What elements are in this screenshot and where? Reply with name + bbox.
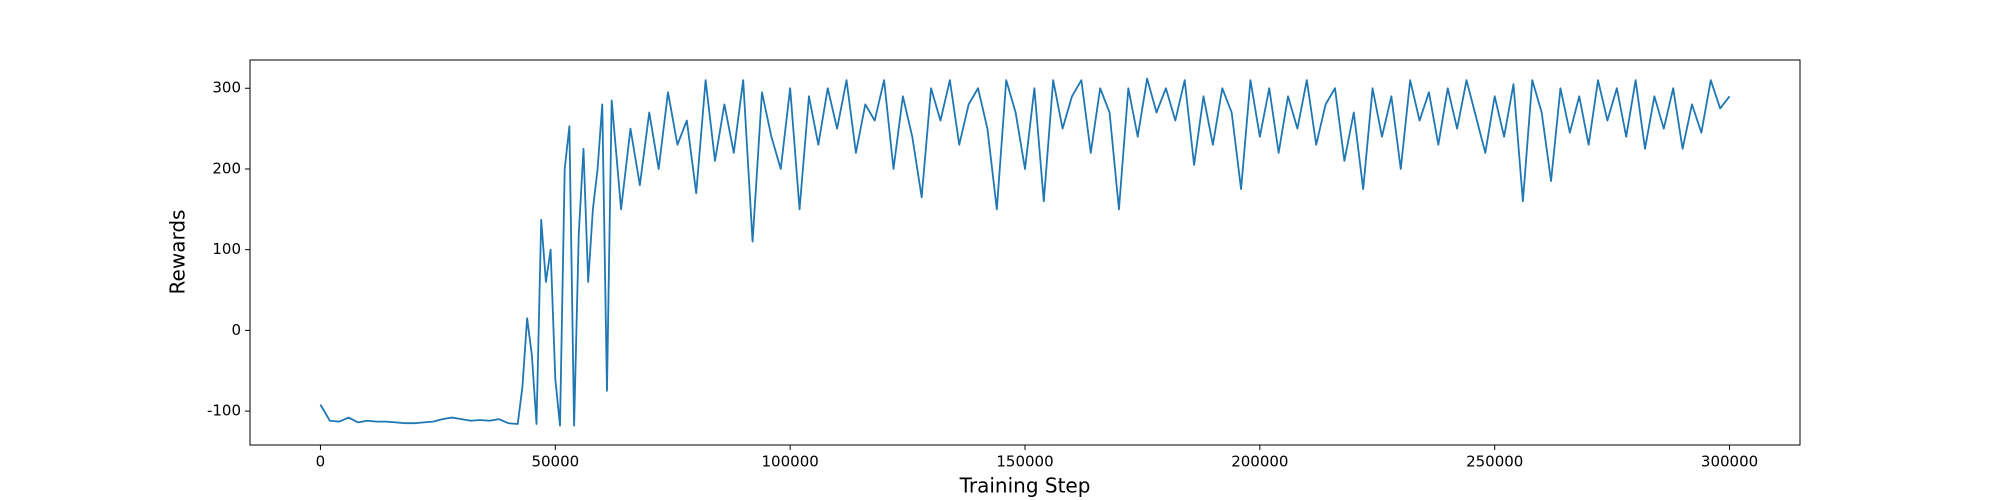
line: [319, 77, 1731, 427]
y-axis-label: Rewards: [166, 210, 190, 295]
x-tick-label: 250000: [1466, 453, 1523, 471]
x-tick-label: 100000: [762, 453, 819, 471]
y-tick-label: 100: [212, 240, 241, 258]
x-axis-label: Training Step: [959, 474, 1091, 498]
x-tick-label: 50000: [531, 453, 579, 471]
x-tick-label: 150000: [996, 453, 1053, 471]
y-tick-label: 200: [212, 159, 241, 177]
y-tick-label: 0: [231, 321, 241, 339]
x-tick-label: 0: [316, 453, 326, 471]
y-tick-label: -100: [207, 402, 241, 420]
y-tick-label: 300: [212, 79, 241, 97]
x-tick-label: 300000: [1701, 453, 1758, 471]
x-tick-label: 200000: [1231, 453, 1288, 471]
